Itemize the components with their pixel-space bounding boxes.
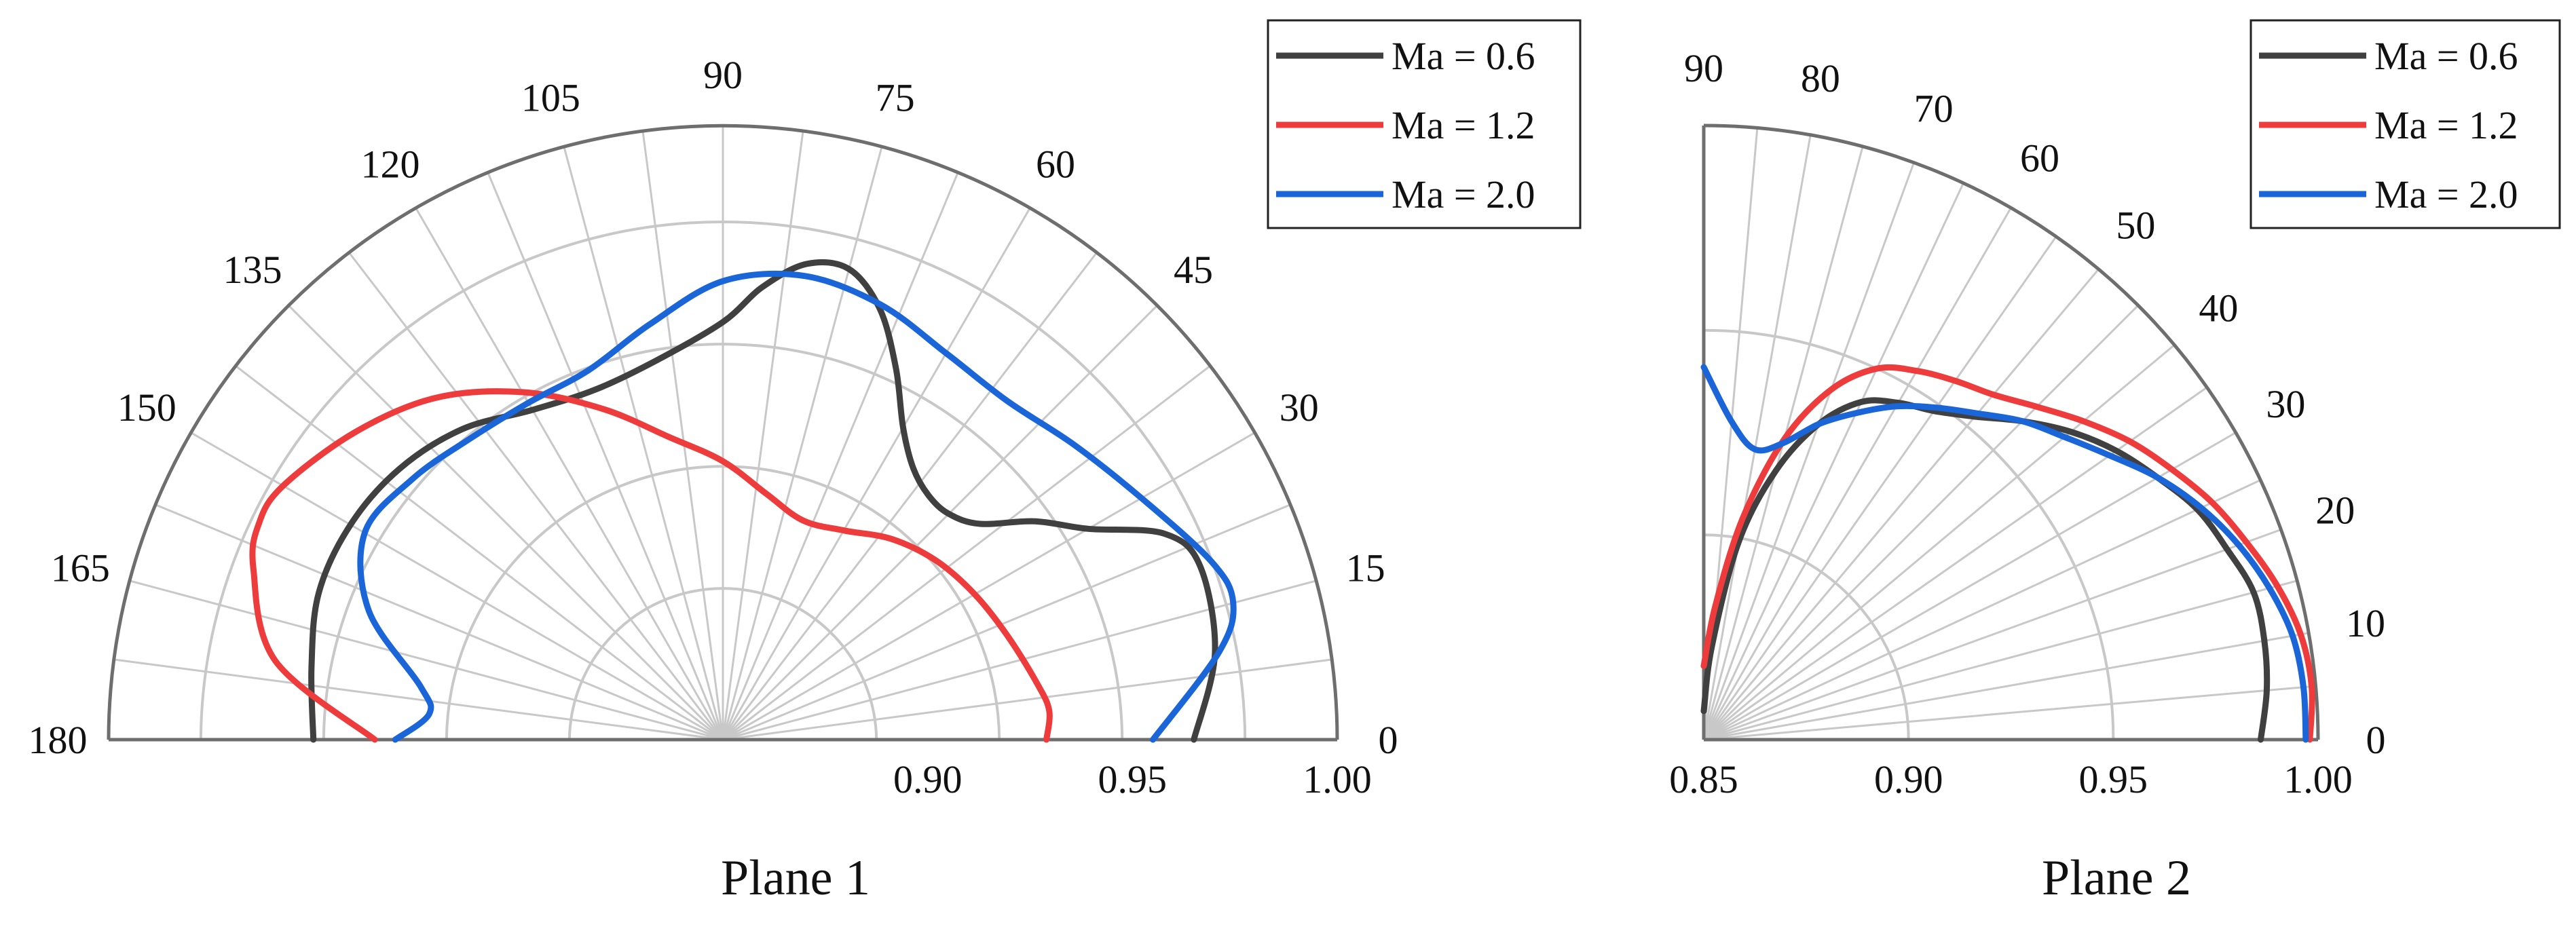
grid-spoke xyxy=(487,172,724,740)
angle-tick-label: 180 xyxy=(29,718,88,762)
radial-tick-label: 1.00 xyxy=(2283,757,2353,801)
grid-spoke xyxy=(722,658,1332,741)
series-line-2 xyxy=(249,388,1053,743)
legend-label-2: Ma = 1.2 xyxy=(2374,103,2518,147)
radial-tick-label: 1.00 xyxy=(1303,757,1372,801)
grid-spoke xyxy=(288,305,724,741)
grid-spoke xyxy=(722,172,959,740)
grid-spoke xyxy=(1703,529,2281,741)
series-line-2 xyxy=(1700,364,2315,743)
radial-tick-label: 0.85 xyxy=(1669,757,1738,801)
grid-spoke xyxy=(1702,162,1915,740)
angle-tick-label: 120 xyxy=(361,142,420,186)
grid-spoke xyxy=(722,580,1317,741)
legend: Ma = 0.6 Ma = 1.2 Ma = 2.0 xyxy=(1267,19,1582,229)
angle-tick-label: 165 xyxy=(51,546,110,590)
angle-tick-label: 90 xyxy=(703,53,743,97)
angle-tick-label: 20 xyxy=(2315,488,2355,532)
angle-tick-label: 30 xyxy=(1280,385,1319,430)
angle-tick-label: 135 xyxy=(223,248,282,292)
angle-tick-label: 75 xyxy=(876,75,915,119)
grid-spoke xyxy=(1703,632,2309,741)
grid-spoke xyxy=(1703,685,2316,741)
angle-tick-label: 90 xyxy=(1684,46,1723,90)
grid-spoke xyxy=(641,130,724,740)
grid-spoke xyxy=(722,305,1158,741)
angle-tick-label: 40 xyxy=(2199,286,2238,330)
angle-tick-label: 60 xyxy=(1036,142,1075,186)
angle-tick-label: 15 xyxy=(1346,546,1385,590)
angle-tick-label: 105 xyxy=(521,75,580,119)
radial-tick-label: 0.95 xyxy=(1098,757,1168,801)
plot-caption: Plane 2 xyxy=(2042,850,2191,906)
grid-spoke xyxy=(722,146,883,740)
grid-spoke xyxy=(1702,235,2057,740)
angle-tick-label: 30 xyxy=(2266,382,2305,426)
angle-tick-label: 150 xyxy=(117,385,176,430)
series-line-1 xyxy=(1700,397,2271,743)
grid-spoke xyxy=(722,432,1256,741)
legend-label-3: Ma = 2.0 xyxy=(1392,172,1535,216)
legend-label-3: Ma = 2.0 xyxy=(2374,172,2518,216)
plane-1-plot: 0 15 30 45 60 75 90 105 120 135 150 165 180 0.90 0.95 1… xyxy=(29,19,1582,906)
angle-tick-label: 60 xyxy=(2020,136,2059,180)
grid-spoke xyxy=(1703,386,2208,741)
grid-spoke xyxy=(1703,479,2261,741)
grid-spoke xyxy=(190,432,724,741)
angle-tick-label: 50 xyxy=(2116,204,2155,248)
angle-tick-label: 80 xyxy=(1801,56,1840,100)
legend-label-2: Ma = 1.2 xyxy=(1392,103,1535,147)
grid-spoke xyxy=(722,207,1031,740)
radial-tick-label: 0.95 xyxy=(2079,757,2148,801)
legend-label-1: Ma = 0.6 xyxy=(2374,34,2518,78)
angle-tick-label: 70 xyxy=(1914,87,1954,131)
angle-tick-label: 0 xyxy=(1379,718,1398,762)
radial-tick-label: 0.90 xyxy=(893,757,963,801)
plane-2-plot: 0 10 20 30 40 50 60 70 80 90 0.85 0.90 0.95 1.00 Ma = … xyxy=(1669,19,2561,906)
angle-tick-label: 0 xyxy=(2366,718,2386,762)
outer-arc xyxy=(107,124,1339,740)
plot-caption: Plane 1 xyxy=(721,850,870,906)
series-line-3 xyxy=(357,270,1237,743)
outer-arc xyxy=(1703,124,2320,740)
grid-spoke xyxy=(1702,183,1964,740)
grid-spoke xyxy=(1702,268,2099,740)
grid-spoke xyxy=(1702,305,2139,741)
grid-spoke xyxy=(113,658,724,741)
angle-tick-label: 45 xyxy=(1174,248,1213,292)
angle-tick-label: 10 xyxy=(2346,601,2385,645)
grid-spoke xyxy=(348,252,724,740)
grid-spoke xyxy=(1702,207,2012,740)
radial-tick-label: 0.90 xyxy=(1874,757,1943,801)
grid-spoke xyxy=(235,364,724,741)
legend-label-1: Ma = 0.6 xyxy=(1392,34,1535,78)
grid-spoke xyxy=(722,252,1098,740)
grid-spoke xyxy=(129,580,724,741)
grid-spoke xyxy=(1703,580,2298,741)
grid-spoke xyxy=(1703,344,2176,741)
grid-spoke xyxy=(1702,134,1812,740)
grid-spoke xyxy=(722,130,804,740)
grid-spoke xyxy=(415,207,724,740)
grid-spoke xyxy=(563,146,724,740)
series-line-3 xyxy=(1700,364,2309,743)
grid-spoke xyxy=(722,364,1211,741)
grid-spoke xyxy=(155,504,724,741)
series-line-1 xyxy=(308,259,1218,743)
grid-spoke xyxy=(1703,432,2237,741)
legend: Ma = 0.6 Ma = 1.2 Ma = 2.0 xyxy=(2250,19,2561,229)
